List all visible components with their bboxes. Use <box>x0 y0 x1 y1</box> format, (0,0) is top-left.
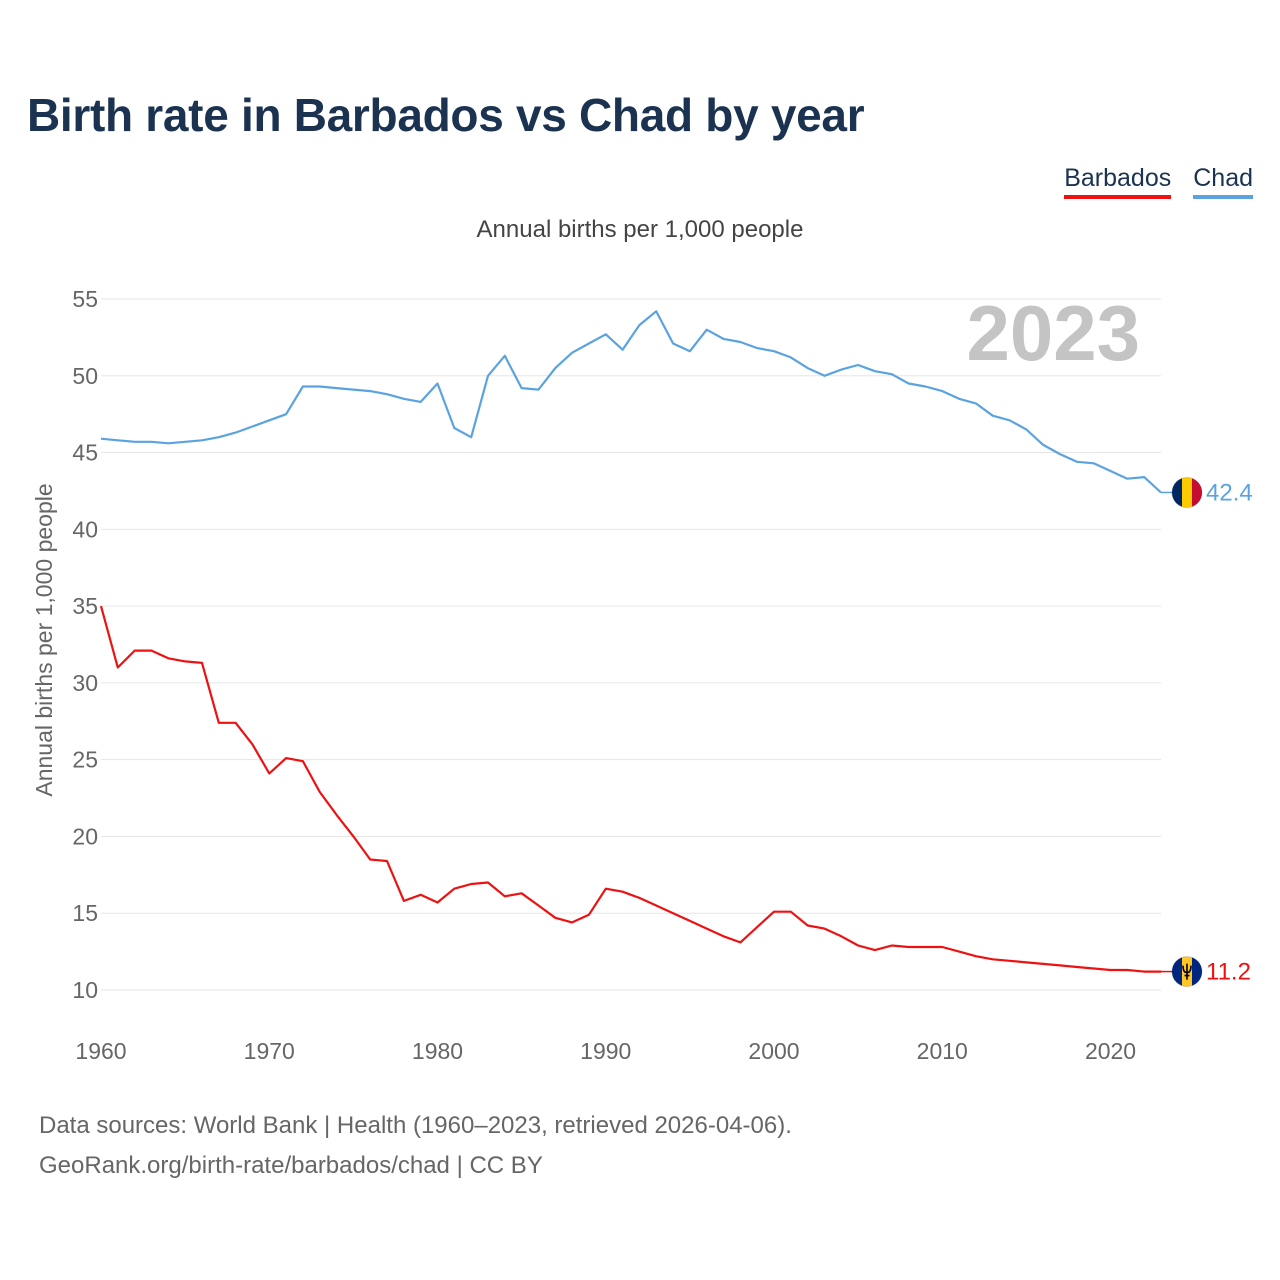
chad-flag-icon <box>1171 476 1203 508</box>
x-tick-label: 2010 <box>917 1038 968 1064</box>
series-lines <box>99 310 1162 973</box>
chart-title: Birth rate in Barbados vs Chad by year <box>27 89 865 141</box>
footer-source: Data sources: World Bank | Health (1960–… <box>39 1112 792 1139</box>
chart-subtitle: Annual births per 1,000 people <box>476 216 804 243</box>
y-tick-label: 50 <box>72 363 98 389</box>
y-tick-label: 20 <box>72 823 98 849</box>
end-value-label-barbados: 11.2 <box>1206 959 1251 986</box>
x-axis-ticks: 1960 1970 1980 1990 2000 2010 2020 <box>75 1038 1136 1064</box>
y-tick-label: 30 <box>72 670 98 696</box>
y-tick-label: 10 <box>72 977 98 1003</box>
y-tick-label: 45 <box>72 440 98 466</box>
y-axis-ticks: 10 15 20 25 30 35 40 45 50 55 <box>72 286 98 1003</box>
y-tick-label: 55 <box>72 286 98 312</box>
y-tick-label: 25 <box>72 747 98 773</box>
series-line-barbados <box>99 605 1161 973</box>
x-tick-label: 2000 <box>748 1038 799 1064</box>
y-axis-label: Annual births per 1,000 people <box>31 483 57 796</box>
y-tick-label: 35 <box>72 593 98 619</box>
x-tick-label: 1990 <box>580 1038 631 1064</box>
y-tick-label: 40 <box>72 516 98 542</box>
year-watermark: 2023 <box>966 289 1140 377</box>
footer: Data sources: World Bank | Health (1960–… <box>39 1106 792 1186</box>
end-markers: 11.2 42.4 <box>1161 476 1253 988</box>
x-tick-label: 1970 <box>244 1038 295 1064</box>
x-tick-label: 2020 <box>1085 1038 1136 1064</box>
series-line-chad <box>100 310 1162 494</box>
end-value-label-chad: 42.4 <box>1206 479 1253 506</box>
y-tick-label: 15 <box>72 900 98 926</box>
x-tick-label: 1980 <box>412 1038 463 1064</box>
x-tick-label: 1960 <box>75 1038 126 1064</box>
legend-item-barbados[interactable]: Barbados <box>1064 164 1172 199</box>
footer-url: GeoRank.org/birth-rate/barbados/chad | C… <box>39 1152 543 1179</box>
legend: Barbados Chad <box>1064 164 1253 199</box>
gridlines <box>101 298 1161 991</box>
legend-item-chad[interactable]: Chad <box>1193 164 1253 199</box>
barbados-flag-icon <box>1171 956 1203 988</box>
